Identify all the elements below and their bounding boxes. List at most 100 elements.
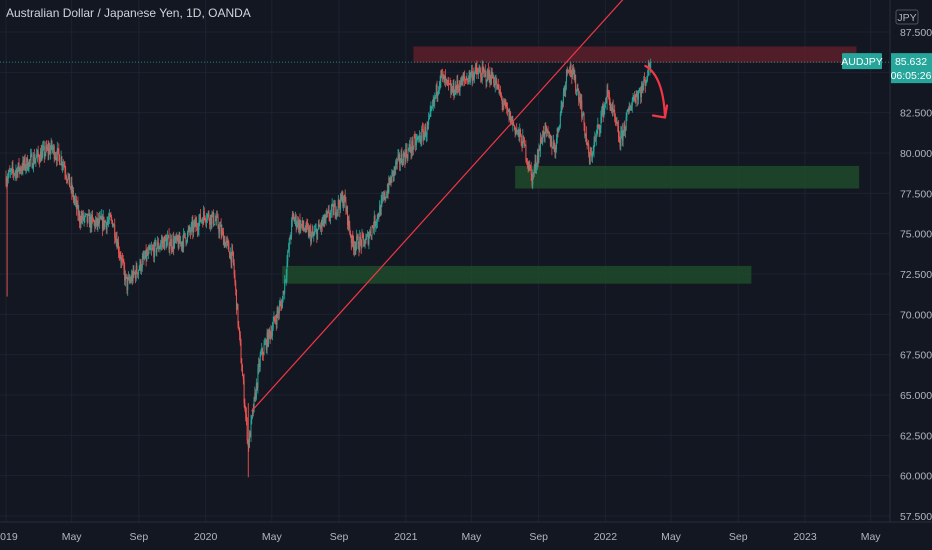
candle xyxy=(192,215,194,240)
candle xyxy=(143,250,145,265)
candle xyxy=(20,165,22,175)
candle xyxy=(529,160,531,172)
candle xyxy=(505,99,507,108)
candle xyxy=(177,234,179,242)
candle xyxy=(351,234,353,248)
candle xyxy=(630,105,632,111)
candle xyxy=(121,255,123,269)
candle xyxy=(500,85,502,98)
candle-body xyxy=(11,166,13,169)
candle-body xyxy=(212,212,214,225)
candle xyxy=(343,195,345,211)
candle xyxy=(190,227,192,239)
candle-body xyxy=(322,221,324,226)
candle xyxy=(14,170,16,182)
candle-body xyxy=(197,229,199,231)
candle-body xyxy=(105,222,107,230)
candle-body xyxy=(104,221,106,228)
y-tick-label: 65.000 xyxy=(900,390,932,402)
candle xyxy=(214,212,216,226)
candle-body xyxy=(402,162,404,166)
candle xyxy=(376,218,378,229)
candle-body xyxy=(122,259,124,262)
candle xyxy=(33,151,35,173)
candle xyxy=(471,64,473,78)
candle-body xyxy=(611,105,613,111)
candle xyxy=(568,69,570,74)
arrow-shaft xyxy=(644,64,667,119)
candle-body xyxy=(31,154,33,168)
candle-body xyxy=(566,70,568,72)
candle-body xyxy=(101,215,103,220)
candle-body xyxy=(155,241,157,253)
candle xyxy=(314,223,316,233)
candle-body xyxy=(390,178,392,183)
candle-body xyxy=(16,169,18,178)
candle-body xyxy=(210,215,212,225)
candle xyxy=(467,75,469,85)
candle xyxy=(23,155,25,171)
candle xyxy=(186,230,188,244)
candle-body xyxy=(69,173,71,187)
candle-body xyxy=(461,77,463,86)
candle xyxy=(79,210,81,228)
candle xyxy=(223,235,225,249)
candle-body xyxy=(595,133,597,139)
candle xyxy=(209,214,211,232)
candle-body xyxy=(363,234,365,240)
candle-body xyxy=(119,254,121,258)
candle xyxy=(442,74,444,80)
candle xyxy=(617,121,619,133)
candle xyxy=(426,120,428,142)
candle-body xyxy=(422,129,424,140)
candle xyxy=(537,149,539,168)
candle-body xyxy=(106,222,108,230)
candle-body xyxy=(115,238,117,241)
candle-body xyxy=(262,354,264,356)
candle-body xyxy=(62,164,64,165)
candle-body xyxy=(14,172,16,175)
candle-body xyxy=(86,213,88,223)
candle xyxy=(476,60,478,79)
candle xyxy=(448,77,450,91)
candle xyxy=(134,270,136,284)
x-tick-label: Sep xyxy=(130,531,149,543)
candle xyxy=(157,237,159,252)
candle xyxy=(421,125,423,147)
candle xyxy=(383,191,385,201)
candle xyxy=(468,70,470,85)
candle xyxy=(365,233,367,244)
candle-body xyxy=(49,148,51,154)
candle-body xyxy=(173,240,175,249)
candle xyxy=(536,162,538,174)
candle xyxy=(487,68,489,82)
candle-body xyxy=(373,227,375,230)
candle xyxy=(506,102,508,117)
candle-body xyxy=(399,154,401,164)
candle xyxy=(226,235,228,247)
candle xyxy=(76,200,78,210)
candle xyxy=(241,358,243,372)
candle-body xyxy=(329,217,331,219)
candle xyxy=(443,71,445,83)
candle xyxy=(170,234,172,254)
candle-body xyxy=(474,66,476,73)
candle-body xyxy=(401,153,403,163)
candle-body xyxy=(337,200,339,210)
candle-body xyxy=(437,91,439,96)
candle xyxy=(286,255,288,283)
candle xyxy=(464,78,466,85)
candle-body xyxy=(152,248,154,250)
candle-body xyxy=(523,135,525,138)
candle xyxy=(227,238,229,250)
candle xyxy=(524,144,526,146)
candle-body xyxy=(22,160,24,171)
candle xyxy=(96,211,98,231)
candle xyxy=(452,80,454,96)
candle xyxy=(582,111,584,116)
candle xyxy=(647,69,649,82)
candle xyxy=(535,155,537,174)
candle xyxy=(627,106,629,115)
candle xyxy=(304,227,306,232)
